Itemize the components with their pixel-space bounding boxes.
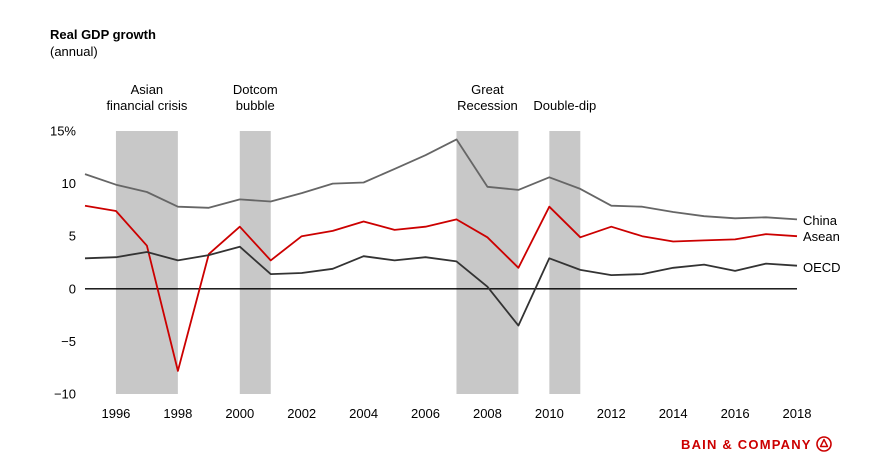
shaded-period-label: financial crisis: [106, 98, 187, 113]
x-tick-label: 2014: [659, 406, 688, 421]
shaded-period-label: Recession: [457, 98, 518, 113]
x-tick-label: 2000: [225, 406, 254, 421]
y-tick-label: 15%: [50, 124, 76, 139]
x-tick-label: 1996: [101, 406, 130, 421]
shaded-period-label: Double-dip: [533, 98, 596, 113]
series-line-asean: [84, 204, 798, 372]
y-tick-label: 5: [69, 229, 76, 244]
series-line-china: [84, 138, 798, 221]
shaded-period-label: bubble: [236, 98, 275, 113]
series-label-asean: Asean: [803, 229, 840, 244]
shaded-period-0: [115, 131, 178, 394]
series-label-oecd: OECD: [803, 260, 841, 275]
bain-logo-icon: [816, 436, 832, 452]
y-tick-label: −5: [61, 334, 76, 349]
brand-logo: BAIN & COMPANY: [681, 436, 832, 452]
y-tick-label: 10: [62, 176, 76, 191]
shaded-period-label: Great: [471, 82, 504, 97]
series-line-oecd: [84, 245, 798, 327]
series-lines: [84, 138, 798, 372]
x-tick-label: 2004: [349, 406, 378, 421]
x-tick-label: 2016: [721, 406, 750, 421]
x-tick-label: 2012: [597, 406, 626, 421]
x-tick-label: 2018: [783, 406, 812, 421]
x-tick-label: 2002: [287, 406, 316, 421]
shaded-period-label: Dotcom: [233, 82, 278, 97]
brand-name: BAIN & COMPANY: [681, 437, 812, 452]
x-tick-label: 2008: [473, 406, 502, 421]
x-tick-label: 2006: [411, 406, 440, 421]
shaded-period-3: [549, 131, 581, 394]
shaded-period-label: Asian: [131, 82, 164, 97]
shaded-period-2: [456, 131, 519, 394]
axes: −10 −5 0 5 10 15% 1996 1998 2000 2002 2004 2006 2008…: [50, 124, 811, 422]
shaded-period-1: [239, 131, 271, 394]
x-tick-label: 1998: [163, 406, 192, 421]
y-tick-label: −10: [54, 387, 76, 402]
series-label-china: China: [803, 213, 838, 228]
chart-title: Real GDP growth: [50, 27, 156, 42]
y-tick-label: 0: [69, 281, 76, 296]
chart-subtitle: (annual): [50, 44, 98, 59]
x-tick-label: 2010: [535, 406, 564, 421]
